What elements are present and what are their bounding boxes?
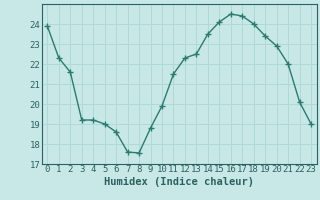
X-axis label: Humidex (Indice chaleur): Humidex (Indice chaleur) (104, 177, 254, 187)
